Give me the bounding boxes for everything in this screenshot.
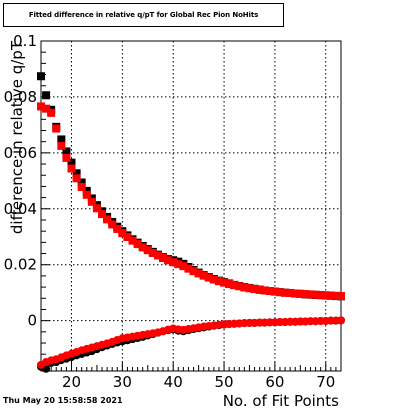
data-point [159,254,168,263]
x-tick-label: 20 [62,373,81,391]
data-point [57,135,66,144]
y-tick-label: 0.04 [4,200,37,218]
data-point [337,316,345,325]
data-point [42,91,51,100]
y-tick-label: 0.08 [4,88,37,106]
data-point [265,287,274,296]
data-point [143,246,152,255]
data-point [230,281,239,290]
data-point [220,278,229,287]
data-point [98,210,107,219]
data-point [92,204,101,213]
plot-frame [40,40,342,372]
data-point [133,240,142,249]
data-point [123,233,132,242]
grid [41,40,341,371]
tick-labels: 20 30 40 50 60 70 0 0.02 0.04 0.06 0.08 0.1 [4,32,336,391]
data-point [118,229,127,238]
x-tick-label: 40 [164,373,183,391]
x-tick-label: 70 [316,373,335,391]
data-point [77,182,86,191]
data-point [62,147,71,156]
data-point [189,267,198,276]
x-tick-label: 60 [265,373,284,391]
data-point [275,288,284,297]
data-point [270,287,279,296]
data-point [128,236,137,245]
data-point [316,290,325,299]
data-point [199,271,208,280]
data-point [42,104,51,113]
x-axis-label: No. of Fit Points [223,392,339,410]
data-point [103,215,112,224]
data-point [326,291,335,300]
data-point [337,292,345,301]
x-tick-label: 30 [113,373,132,391]
data-point [250,285,259,294]
data-point [87,197,96,206]
data-point [235,282,244,291]
title-box: Fitted difference in relative q/pT for G… [3,3,284,27]
y-tick-label: 0.06 [4,144,37,162]
x-tick-label: 50 [215,373,234,391]
series-layer [37,72,345,373]
chart-title: Fitted difference in relative q/pT for G… [28,11,259,19]
data-point [57,141,66,150]
timestamp: Thu May 20 15:58:58 2021 [3,396,123,405]
y-tick-label: 0 [27,312,37,330]
data-point [225,280,234,289]
data-point [179,262,188,271]
data-point [321,291,330,300]
data-point [77,178,86,187]
data-point [214,277,223,286]
series-3 [37,316,345,369]
data-point [245,284,254,293]
data-point [255,285,264,294]
data-point [37,72,45,81]
data-point [62,153,71,162]
data-point [37,102,45,111]
data-point [209,275,218,284]
data-point [47,108,56,117]
data-point [184,264,193,273]
data-point [153,251,162,260]
data-point [113,224,122,233]
data-point [311,290,320,299]
data-point [67,158,76,167]
data-point [296,289,305,298]
data-point [72,169,81,178]
y-axis-label: difference in relative q/pT [8,40,26,234]
series-1 [37,102,345,301]
data-point [331,291,340,300]
data-point [169,258,178,267]
data-point [281,288,290,297]
data-point [174,260,183,269]
data-point [301,290,310,299]
data-point [148,248,157,257]
y-tick-label: 0.1 [13,32,37,50]
data-point [291,289,300,298]
data-point [260,286,269,295]
data-point [138,243,147,252]
data-point [286,288,295,297]
data-point [306,290,315,299]
data-point [82,190,91,199]
data-point [204,273,213,282]
data-point [240,283,249,292]
data-point [194,269,203,278]
y-tick-label: 0.02 [4,256,37,274]
data-point [67,164,76,173]
data-point [108,220,117,229]
data-point [164,256,173,265]
data-point [52,124,61,133]
data-point [72,174,81,183]
